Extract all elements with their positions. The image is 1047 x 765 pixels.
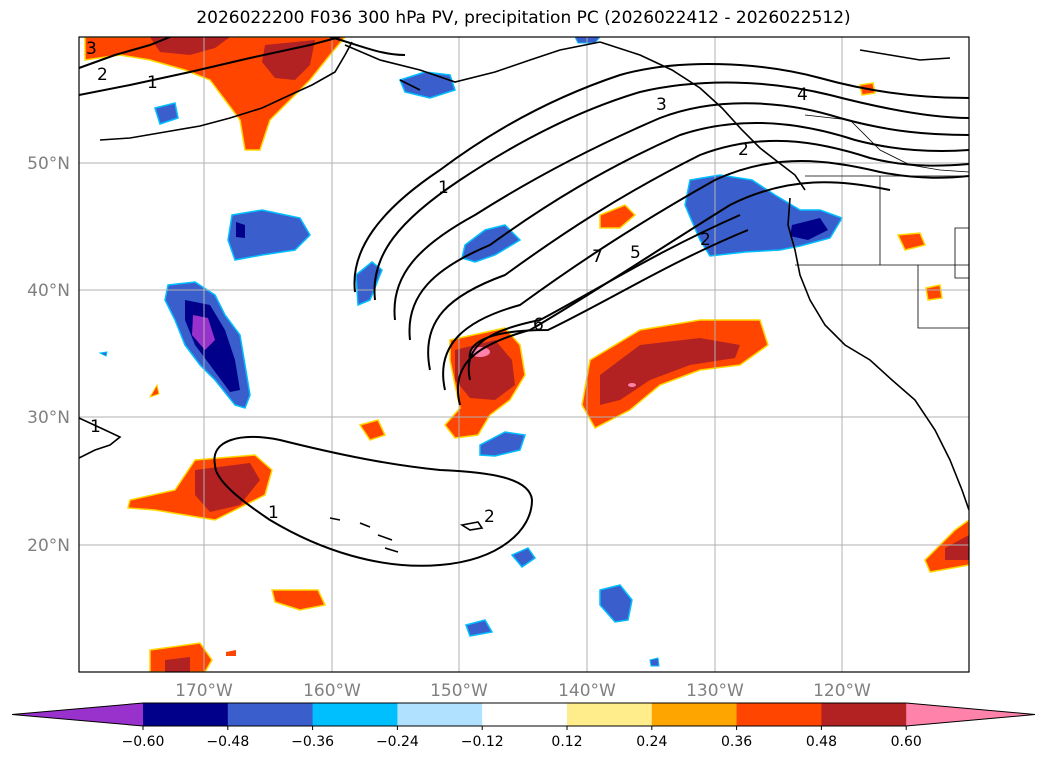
colorbar-tick-label: 0.24 xyxy=(636,734,667,750)
pv-label: 5 xyxy=(630,243,641,263)
colorbar: −0.60 −0.48 −0.36 −0.24 −0.12 0.12 0.24 0.36 0.4… xyxy=(11,702,1036,750)
colorbar-tick-label: 0.60 xyxy=(891,734,922,750)
map-panel: 3 2 1 1 3 4 2 5 7 6 2 1 1 2 xyxy=(79,37,969,672)
colorbar-swatch xyxy=(143,703,229,726)
colorbar-tick-label: −0.48 xyxy=(206,734,249,750)
colorbar-swatch xyxy=(482,703,568,726)
colorbar-tick-label: −0.24 xyxy=(376,734,419,750)
pv-contours xyxy=(79,37,969,567)
lon-label: 160°W xyxy=(303,681,361,701)
colorbar-swatch xyxy=(397,703,483,726)
pv-label: 3 xyxy=(86,39,97,59)
pv-label: 2 xyxy=(484,507,495,527)
colorbar-swatch xyxy=(736,703,822,726)
lat-label: 40°N xyxy=(27,281,70,301)
pv-contour-labels: 3 2 1 1 3 4 2 5 7 6 2 1 1 2 xyxy=(86,39,808,527)
pv-label: 3 xyxy=(656,95,667,115)
map-title: 2026022200 F036 300 hPa PV, precipitatio… xyxy=(196,8,851,28)
map-frame xyxy=(78,36,970,673)
colorbar-swatch xyxy=(312,703,398,726)
longitude-labels: 170°W 160°W 150°W 140°W 130°W 120°W xyxy=(175,681,871,701)
pv-label: 2 xyxy=(700,230,711,250)
lat-label: 50°N xyxy=(27,154,70,174)
latitude-labels: 50°N 40°N 30°N 20°N xyxy=(27,154,70,556)
colorbar-tick-label: 0.48 xyxy=(806,734,837,750)
colorbar-swatch xyxy=(567,703,653,726)
precip-shading xyxy=(84,37,969,672)
pv-label: 4 xyxy=(797,85,808,105)
colorbar-tick-label: −0.12 xyxy=(461,734,504,750)
pv-label: 6 xyxy=(533,315,544,335)
lon-label: 140°W xyxy=(558,681,616,701)
lat-label: 30°N xyxy=(27,408,70,428)
pv-label: 1 xyxy=(438,178,449,198)
pv-label: 7 xyxy=(592,247,603,267)
pv-label: 1 xyxy=(90,417,101,437)
lon-label: 130°W xyxy=(686,681,744,701)
lon-label: 120°W xyxy=(813,681,871,701)
colorbar-extension-min xyxy=(12,703,143,726)
lon-label: 150°W xyxy=(430,681,488,701)
lat-label: 20°N xyxy=(27,536,70,556)
coastlines xyxy=(79,41,969,553)
colorbar-extension-max xyxy=(906,703,1035,726)
colorbar-tick-label: 0.12 xyxy=(551,734,582,750)
pv-label: 1 xyxy=(268,503,279,523)
pv-label: 2 xyxy=(738,140,749,160)
colorbar-swatch xyxy=(227,703,314,726)
colorbar-tick-label: −0.36 xyxy=(291,734,334,750)
gridlines xyxy=(79,37,969,672)
colorbar-tick-label: 0.36 xyxy=(721,734,752,750)
lon-label: 170°W xyxy=(175,681,233,701)
pv-label: 1 xyxy=(147,73,158,93)
colorbar-tick-label: −0.60 xyxy=(122,734,165,750)
colorbar-swatch xyxy=(821,703,907,726)
colorbar-swatch xyxy=(651,703,738,726)
pv-label: 2 xyxy=(97,65,108,85)
